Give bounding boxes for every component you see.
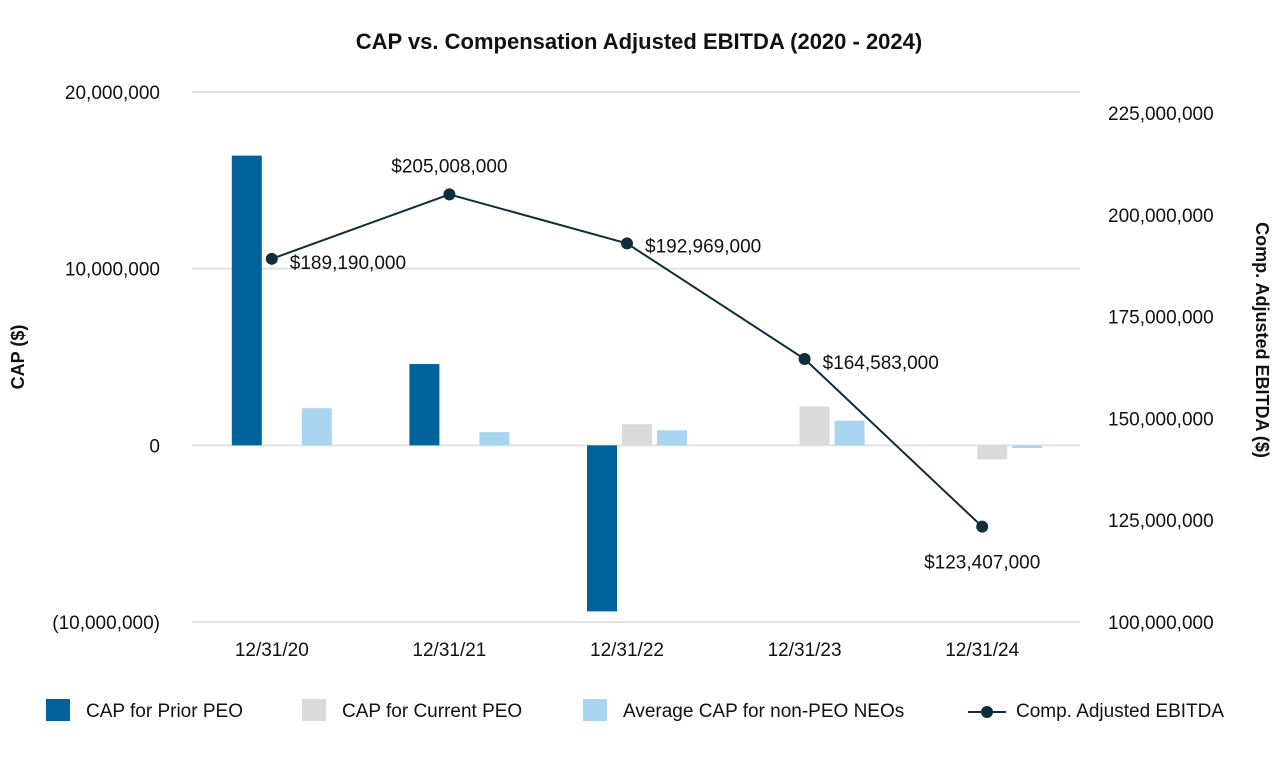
ebitda-point [976, 520, 989, 533]
legend-marker-comp-adjusted-ebitda [981, 706, 993, 718]
ebitda-data-label: $164,583,000 [823, 353, 939, 374]
bars [231, 155, 1043, 612]
bar-cap-for-current-peo [799, 406, 830, 446]
x-tick-label: 12/31/24 [945, 640, 1019, 661]
bar-cap-for-prior-peo [231, 155, 262, 446]
legend-label-average-cap-for-non-peo-neos: Average CAP for non-PEO NEOs [623, 701, 904, 722]
x-tick-label: 12/31/22 [590, 640, 664, 661]
y2-tick-label: 150,000,000 [1108, 409, 1214, 430]
ebitda-data-label: $189,190,000 [290, 253, 406, 274]
bar-cap-for-prior-peo [587, 445, 617, 612]
y2-axis-title: Comp. Adjusted EBITDA ($) [1252, 222, 1272, 458]
ebitda-data-label: $205,008,000 [391, 156, 507, 177]
legend-swatch-average-cap-for-non-peo-neos [583, 699, 607, 721]
ebitda-point [265, 252, 278, 265]
bar-average-cap-for-non-peo-neos [657, 430, 687, 446]
left-axis: 20,000,000 10,000,000 0 (10,000,000) [52, 83, 160, 634]
ebitda-point [443, 188, 456, 201]
x-tick-label: 12/31/20 [235, 640, 309, 661]
legend-swatch-cap-for-prior-peo [46, 699, 70, 721]
x-tick-label: 12/31/23 [768, 640, 842, 661]
ebitda-data-label: $123,407,000 [924, 553, 1040, 574]
ebitda-data-label: $192,969,000 [645, 236, 761, 257]
bar-cap-for-prior-peo [409, 364, 440, 446]
y-tick-label: 0 [149, 436, 160, 457]
bar-average-cap-for-non-peo-neos [301, 408, 332, 446]
right-axis: 225,000,000 200,000,000 175,000,000 150,000… [1108, 104, 1214, 634]
y2-tick-label: 100,000,000 [1108, 613, 1214, 634]
y2-tick-label: 200,000,000 [1108, 206, 1214, 227]
bar-cap-for-current-peo [622, 424, 652, 446]
y-tick-label: 10,000,000 [65, 260, 160, 281]
x-axis-ticks: 12/31/20 12/31/21 12/31/22 12/31/23 12/31/24 [235, 640, 1020, 661]
chart-title: CAP vs. Compensation Adjusted EBITDA (20… [356, 29, 922, 54]
bar-average-cap-for-non-peo-neos [834, 420, 865, 446]
ebitda-line: $189,190,000 $205,008,000 $192,969,000 $164… [265, 156, 1040, 574]
gridlines [192, 91, 1080, 623]
bar-average-cap-for-non-peo-neos [1012, 445, 1043, 448]
legend-label-comp-adjusted-ebitda: Comp. Adjusted EBITDA [1016, 701, 1224, 722]
y2-tick-label: 175,000,000 [1108, 308, 1214, 329]
bar-cap-for-current-peo [977, 445, 1008, 460]
legend-label-cap-for-current-peo: CAP for Current PEO [342, 701, 522, 722]
y2-tick-label: 125,000,000 [1108, 511, 1214, 532]
bar-average-cap-for-non-peo-neos [479, 432, 510, 446]
y-axis-title: CAP ($) [8, 325, 28, 390]
y-tick-label: (10,000,000) [52, 613, 160, 634]
legend: CAP for Prior PEO CAP for Current PEO Aver… [46, 699, 1224, 722]
legend-swatch-cap-for-current-peo [302, 699, 326, 721]
y-tick-label: 20,000,000 [65, 83, 160, 104]
y2-tick-label: 225,000,000 [1108, 104, 1214, 125]
x-tick-label: 12/31/21 [412, 640, 486, 661]
legend-label-cap-for-prior-peo: CAP for Prior PEO [86, 701, 243, 722]
ebitda-point [798, 353, 811, 366]
ebitda-point [621, 237, 633, 250]
